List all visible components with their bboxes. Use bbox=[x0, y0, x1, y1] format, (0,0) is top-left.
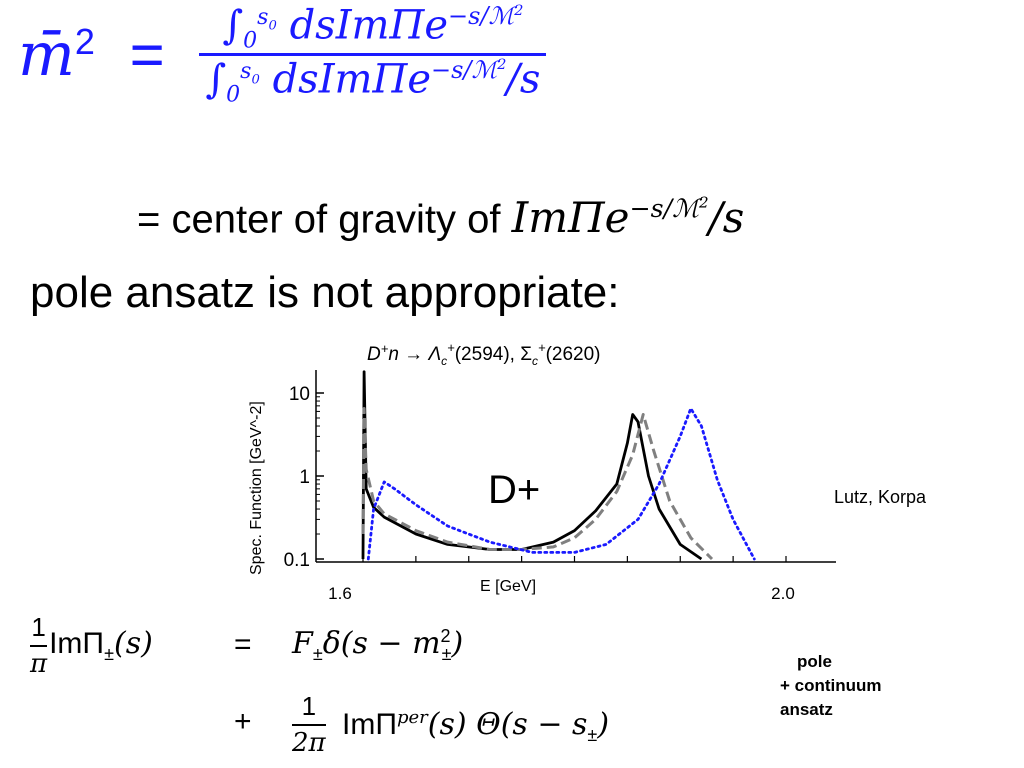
fraction-denominator: ∫0s0 dsImΠe−s/ℳ2/s bbox=[205, 56, 541, 108]
equation-line-2: + 1 2π ImΠper(s) Θ(s − s±) bbox=[30, 685, 750, 765]
chart-title: D+n → Λc+(2594), Σc+(2620) bbox=[367, 340, 600, 368]
line1-equals: = bbox=[234, 628, 252, 661]
mean-mass-lhs: m̄2 bbox=[18, 19, 95, 90]
pole-ansatz-heading: pole ansatz is not appropriate: bbox=[30, 268, 620, 317]
spectral-function-chart: D+n → Λc+(2594), Σc+(2620) 10 1 0.1 1.6 2.0… bbox=[248, 340, 836, 603]
coef-one-over-pi: 1 π bbox=[30, 611, 48, 679]
coef2-num: 1 bbox=[301, 691, 317, 721]
line2-plus: + bbox=[234, 705, 252, 738]
credit-text: Lutz, Korpa bbox=[834, 487, 927, 507]
mean-mass-formula: m̄2 = ∫0s0 dsImΠe−s/ℳ2 ∫0s0 dsImΠe−s/ℳ2/… bbox=[18, 2, 547, 152]
mean-mass-fraction: ∫0s0 dsImΠe−s/ℳ2 ∫0s0 dsImΠe−s/ℳ2/s bbox=[199, 2, 547, 108]
note-line-3: ansatz bbox=[780, 700, 833, 719]
series-line-dashed bbox=[361, 407, 714, 561]
equation-line-1: 1 π ImΠ±(s) = F±δ(s − m2±) bbox=[30, 605, 463, 685]
x-axis-label: E [GeV] bbox=[480, 578, 536, 595]
series-line-dotted bbox=[366, 407, 756, 561]
line1-rhs: F±δ(s − m2±) bbox=[292, 625, 464, 664]
note-line-1: pole bbox=[797, 652, 832, 671]
note-line-2: + continuum bbox=[780, 676, 882, 695]
pole-continuum-note: pole + continuum ansatz bbox=[780, 650, 882, 722]
cog-text: = center of gravity of bbox=[137, 197, 501, 242]
chart-annotation: D+ bbox=[488, 468, 540, 512]
x-tick-label: 1.6 bbox=[328, 584, 352, 603]
fraction-numerator: ∫0s0 dsImΠe−s/ℳ2 bbox=[222, 2, 524, 54]
fraction-bar bbox=[199, 53, 547, 57]
coef-one-over-two-pi: 1 2π bbox=[292, 691, 326, 758]
cog-math: ImΠe−s/ℳ2/s bbox=[511, 193, 745, 243]
coef-num: 1 bbox=[31, 611, 46, 642]
coef-den: π bbox=[30, 648, 48, 679]
series-line-solid bbox=[361, 370, 703, 561]
line1-lhs: ImΠ±(s) bbox=[49, 625, 153, 664]
y-tick-label: 1 bbox=[299, 467, 310, 488]
y-axis-label: Spec. Function [GeV^-2] bbox=[248, 401, 265, 575]
equals-sign: = bbox=[129, 21, 165, 89]
ansatz-equation: 1 π ImΠ±(s) = F±δ(s − m2±) + 1 2π ImΠper… bbox=[30, 605, 750, 765]
line2-rhs: ImΠper(s) Θ(s − s±) bbox=[342, 707, 610, 745]
center-of-gravity-line: = center of gravity of ImΠe−s/ℳ2/s bbox=[137, 168, 744, 254]
y-tick-label: 10 bbox=[289, 384, 310, 405]
coef2-den: 2π bbox=[292, 728, 326, 758]
x-tick-label: 2.0 bbox=[771, 584, 795, 603]
y-tick-label: 0.1 bbox=[284, 550, 310, 571]
